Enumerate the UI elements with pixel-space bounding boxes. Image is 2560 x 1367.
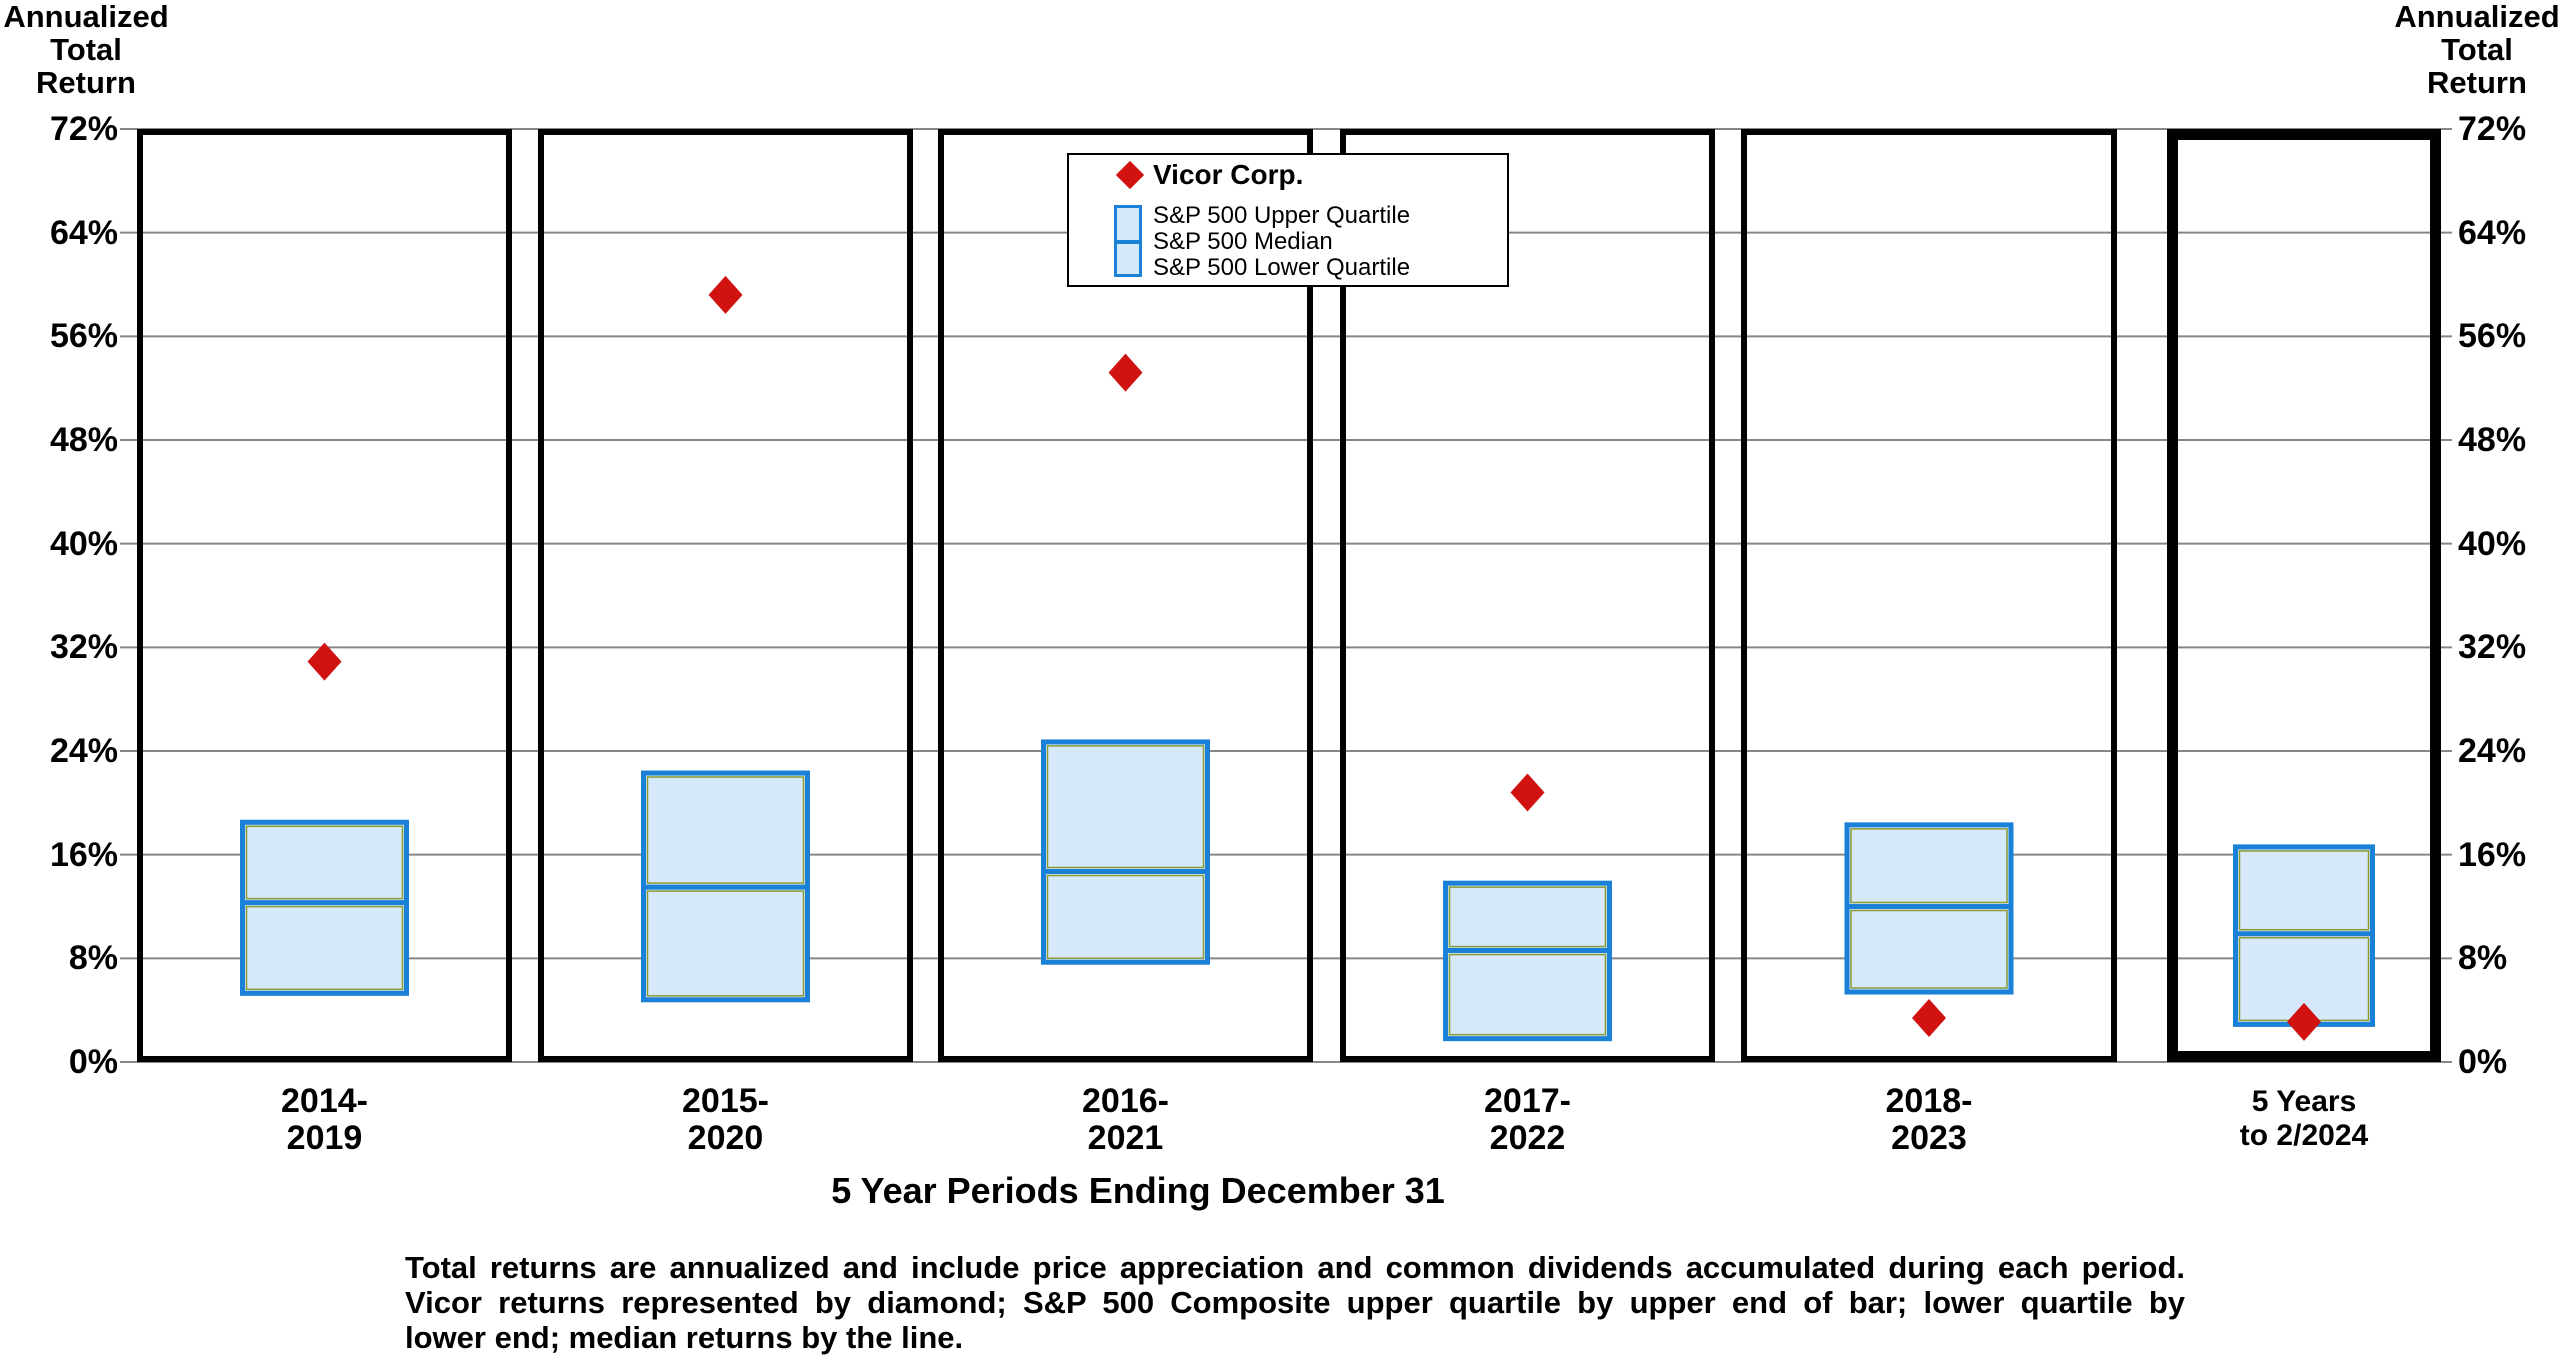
y-tick-label-right: 0%: [2458, 1043, 2508, 1081]
y-axis-title-left: Annualized Total Return: [3, 0, 169, 100]
sp500-box-upper-hairline: [1046, 745, 1205, 869]
legend: Vicor Corp. S&P 500 Upper Quartile S&P 5…: [1067, 153, 1509, 287]
sp500-box-lower-hairline: [1850, 909, 2008, 989]
y-tick-label-right: 56%: [2458, 317, 2527, 356]
y-tick-label-left: 64%: [49, 213, 118, 252]
footnote-line: Total returns are annualized and include…: [405, 1250, 2185, 1285]
legend-vicor-label: Vicor Corp.: [1153, 159, 1304, 190]
y-tick-label-right: 64%: [2458, 213, 2527, 252]
sp500-box-fill: [1043, 741, 1208, 963]
y-tick-label-left: 72%: [49, 110, 118, 148]
vicor-diamond: [2287, 1002, 2321, 1041]
y-tick-label-right: 72%: [2458, 110, 2527, 148]
footnote-line: Vicor returns represented by diamond; S&…: [405, 1285, 2185, 1320]
y-tick-label-left: 48%: [49, 421, 118, 459]
sp500-box-upper-hairline: [2238, 850, 2370, 931]
panel-frame: [137, 129, 512, 1063]
y-tick-label-right: 24%: [2458, 732, 2527, 770]
vicor-diamond: [1912, 998, 1946, 1037]
legend-lower-quartile-label: S&P 500 Lower Quartile: [1153, 254, 1411, 281]
vicor-diamond-icon: [1115, 160, 1145, 190]
sp500-box-upper-hairline: [646, 776, 805, 884]
y-tick-label-left: 56%: [49, 317, 118, 356]
x-axis-label: 2014- 2019: [281, 1082, 368, 1157]
x-axis-label: 2018- 2023: [1885, 1082, 1973, 1157]
y-tick-label-right: 40%: [2458, 524, 2527, 563]
sp500-box-upper-hairline: [1850, 828, 2008, 904]
x-axis-label: 2017- 2022: [1484, 1082, 1571, 1157]
panel-frame: [538, 129, 913, 1063]
panel-frame: [938, 129, 1313, 1063]
vicor-diamond: [1108, 353, 1143, 392]
x-axis-label: 2016- 2021: [1082, 1082, 1169, 1157]
vicor-diamond: [1510, 773, 1545, 812]
sp500-quartile-box: [1443, 880, 1612, 1042]
sp500-box-lower-hairline: [646, 890, 805, 997]
y-tick-label-left: 32%: [49, 628, 118, 667]
panel-frame-highlighted: [2167, 129, 2441, 1063]
sp500-box-lower-hairline: [245, 905, 404, 991]
sp500-box-fill: [1445, 883, 1610, 1039]
legend-upper-quartile-label: S&P 500 Upper Quartile: [1153, 202, 1411, 229]
x-axis-label: 5 Years to 2/2024: [2239, 1085, 2369, 1152]
panel-frame: [1340, 129, 1715, 1063]
sp500-median-line-icon: [1117, 240, 1139, 244]
x-axis-label: 2015- 2020: [682, 1082, 769, 1157]
y-tick-label-left: 24%: [49, 732, 118, 770]
y-tick-label-left: 0%: [68, 1043, 118, 1081]
legend-median-label: S&P 500 Median: [1153, 228, 1333, 255]
sp500-quartile-box-icon: [1114, 205, 1142, 277]
y-axis-title-right: Annualized Total Return: [2394, 0, 2560, 100]
x-axis-caption: 5 Year Periods Ending December 31: [831, 1170, 1445, 1211]
footnote: Total returns are annualized and include…: [405, 1250, 2185, 1355]
y-tick-label-left: 16%: [49, 835, 118, 874]
sp500-quartile-box: [1041, 739, 1210, 965]
footnote-line: lower end; median returns by the line.: [405, 1320, 964, 1355]
y-tick-label-right: 8%: [2458, 939, 2508, 978]
sp500-box-lower-hairline: [1046, 874, 1205, 959]
y-tick-label-left: 8%: [68, 939, 118, 978]
sp500-box-upper-hairline: [1448, 886, 1607, 948]
sp500-box-upper-hairline: [245, 825, 404, 900]
sp500-box-fill: [242, 822, 407, 994]
sp500-box-lower-hairline: [1448, 953, 1607, 1036]
y-tick-label-right: 48%: [2458, 421, 2527, 459]
panel-frame: [1741, 129, 2117, 1063]
y-tick-label-right: 16%: [2458, 835, 2527, 874]
vicor-diamond: [708, 275, 743, 314]
vicor-diamond: [307, 642, 342, 681]
y-tick-label-right: 32%: [2458, 628, 2527, 667]
y-tick-label-left: 40%: [49, 524, 118, 563]
sp500-quartile-box: [240, 819, 409, 996]
